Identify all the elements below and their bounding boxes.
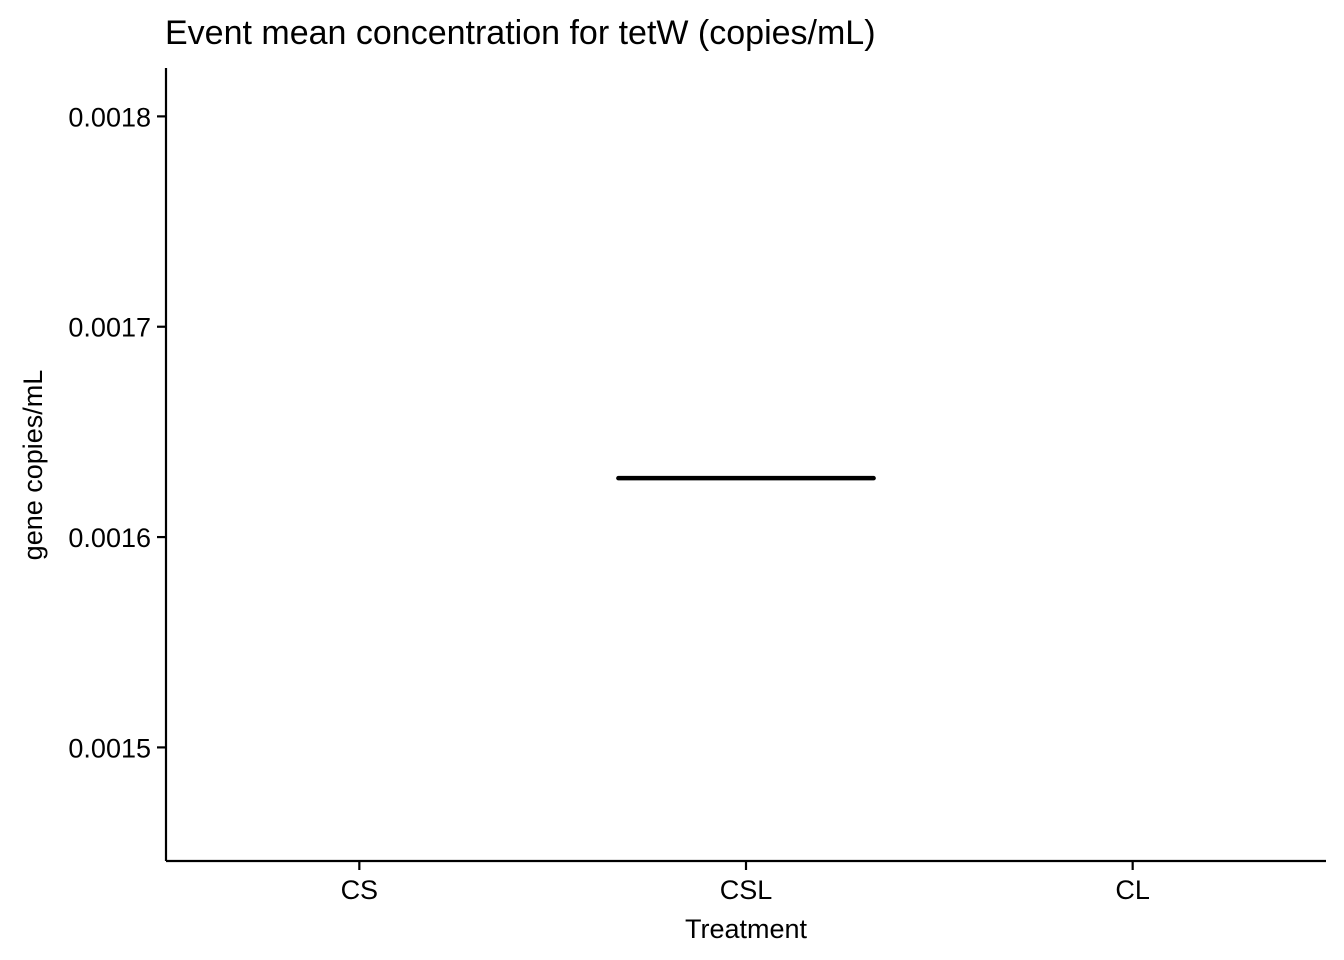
y-axis: 0.0015 0.0016 0.0017 0.0018 (68, 68, 168, 861)
y-axis-title: gene copies/mL (18, 370, 48, 561)
x-axis-title: Treatment (685, 914, 808, 944)
x-tick-label: CL (1115, 875, 1150, 905)
y-tick-label: 0.0017 (68, 313, 151, 343)
y-tick-label: 0.0015 (68, 733, 151, 763)
x-axis: CS CSL CL (166, 859, 1326, 905)
x-tick-label: CSL (720, 875, 773, 905)
chart-title: Event mean concentration for tetW (copie… (165, 14, 876, 52)
y-tick-label: 0.0018 (68, 102, 151, 132)
x-tick-label: CS (341, 875, 379, 905)
y-tick-label: 0.0016 (68, 523, 151, 553)
